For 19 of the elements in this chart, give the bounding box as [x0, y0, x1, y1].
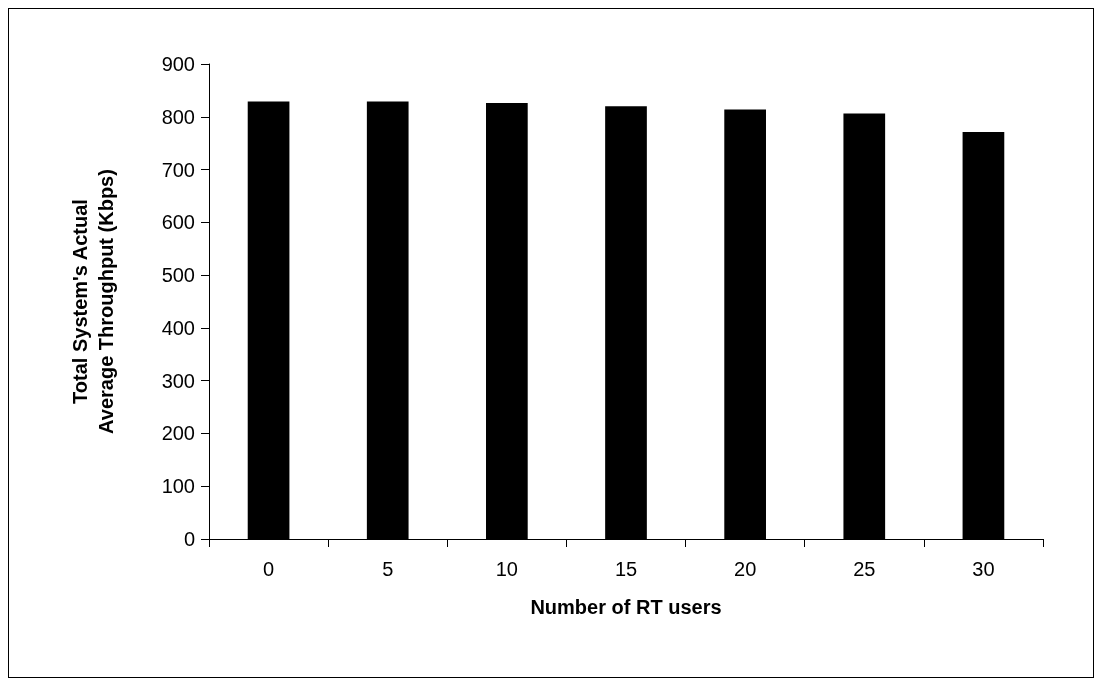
y-tick-label: 0 — [183, 528, 195, 550]
y-tick-label: 900 — [161, 53, 195, 75]
x-tick-label: 0 — [263, 558, 275, 580]
y-tick-label: 300 — [161, 369, 195, 392]
x-tick-label: 25 — [853, 558, 876, 580]
x-tick-label: 30 — [972, 558, 995, 580]
y-tick-label: 200 — [161, 422, 195, 445]
y-tick-label: 800 — [161, 105, 195, 128]
y-tick-label: 600 — [161, 211, 195, 234]
y-tick-label: 700 — [161, 158, 195, 181]
x-tick-label: 10 — [495, 558, 518, 580]
x-axis-title: Number of RT users — [530, 596, 722, 618]
x-tick-label: 15 — [614, 558, 638, 580]
y-tick-label: 500 — [161, 264, 195, 287]
x-tick-label: 20 — [734, 558, 757, 580]
y-tick-label: 400 — [161, 316, 195, 339]
x-tick-label: 5 — [382, 558, 394, 580]
y-tick-label: 100 — [161, 475, 195, 498]
y-axis-title: Total System's Actual Average Throughput (Kbps) — [69, 169, 117, 434]
